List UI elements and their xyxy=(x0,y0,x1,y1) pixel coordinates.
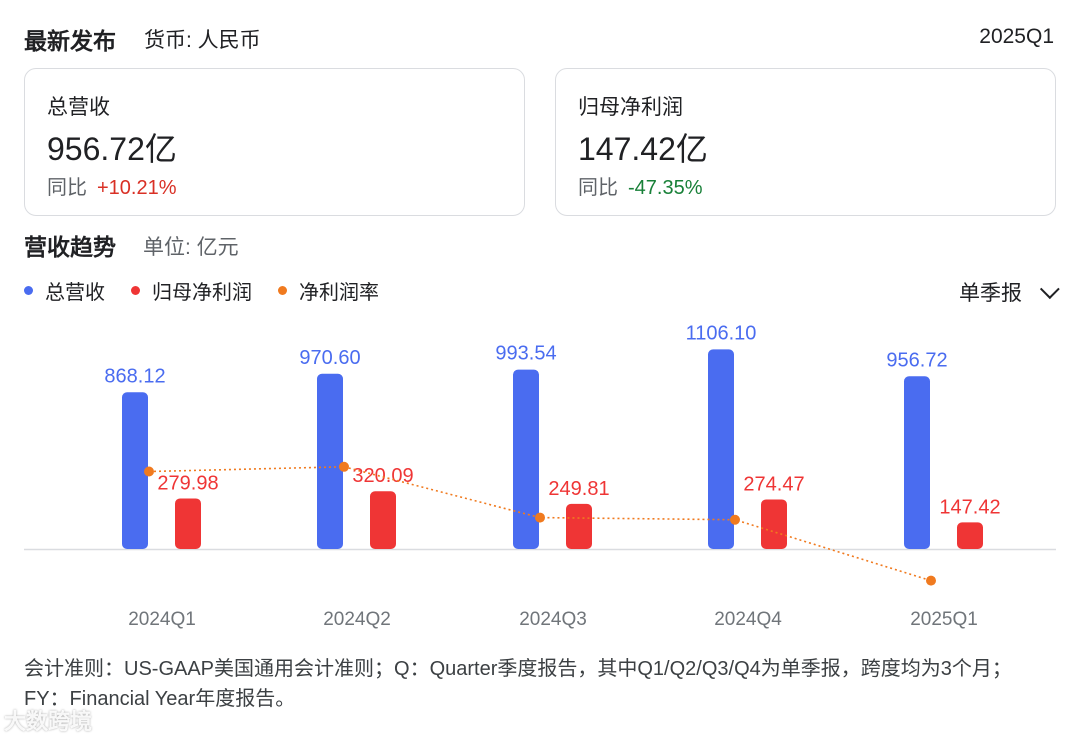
net-profit-value: 147.42亿 xyxy=(578,131,708,167)
net-margin-point xyxy=(926,575,936,586)
footnote: 会计准则：US-GAAP美国通用会计准则；Q：Quarter季度报告，其中Q1/… xyxy=(24,658,1012,710)
net-profit-bar xyxy=(761,499,787,549)
legend-label: 总营收 xyxy=(45,282,105,304)
net-margin-point xyxy=(339,461,349,472)
chevron-down-icon xyxy=(1039,279,1060,300)
net-profit-bar xyxy=(370,491,396,549)
revenue-data-label: 956.72 xyxy=(886,349,947,371)
net-profit-label: 归母净利润 xyxy=(578,96,683,119)
legend-item-revenue[interactable]: 总营收 xyxy=(24,276,105,305)
x-tick-label: 2024Q2 xyxy=(323,609,391,630)
trend-unit: 单位: 亿元 xyxy=(143,236,239,259)
x-tick-label: 2024Q3 xyxy=(519,609,587,630)
watermark: 大数跨境 xyxy=(4,709,93,734)
page-title: 最新发布 xyxy=(24,28,116,54)
trend-title: 营收趋势 xyxy=(24,234,116,260)
period-type-dropdown[interactable]: 单季报 xyxy=(959,277,1060,307)
net-profit-data-label: 249.81 xyxy=(548,478,609,500)
report-period: 2025Q1 xyxy=(979,25,1054,48)
net-profit-data-label: 274.47 xyxy=(743,473,804,495)
net-margin-point xyxy=(535,512,545,523)
period-type-value: 单季报 xyxy=(959,282,1022,305)
revenue-label: 总营收 xyxy=(47,96,110,119)
legend-label: 归母净利润 xyxy=(152,282,252,304)
legend-dot-icon xyxy=(131,286,140,295)
x-tick-label: 2025Q1 xyxy=(910,609,978,630)
revenue-bar xyxy=(122,392,148,549)
revenue-bar xyxy=(513,369,539,549)
net-margin-point xyxy=(730,514,740,525)
revenue-data-label: 868.12 xyxy=(104,365,165,387)
net-profit-data-label: 147.42 xyxy=(939,496,1000,518)
net-profit-card[interactable]: 归母净利润 147.42亿 同比 -47.35% xyxy=(555,68,1056,216)
revenue-bar xyxy=(317,373,343,549)
legend-label: 净利润率 xyxy=(299,282,379,304)
legend-dot-icon xyxy=(278,286,287,295)
revenue-trend-chart: 868.12279.982024Q1970.60320.092024Q2993.… xyxy=(24,322,1056,630)
currency-label: 货币: 人民币 xyxy=(144,29,261,52)
net-margin-line xyxy=(148,465,932,582)
net-profit-yoy-label: 同比 xyxy=(578,177,618,199)
x-tick-label: 2024Q1 xyxy=(128,609,196,630)
legend-item-net-profit[interactable]: 归母净利润 xyxy=(131,276,252,305)
x-tick-label: 2024Q4 xyxy=(714,609,782,630)
revenue-card[interactable]: 总营收 956.72亿 同比 +10.21% xyxy=(24,68,525,216)
net-profit-bar xyxy=(566,503,592,549)
chart-legend: 总营收 归母净利润 净利润率 xyxy=(24,276,405,305)
revenue-bar xyxy=(708,349,734,549)
legend-dot-icon xyxy=(24,286,33,295)
revenue-data-label: 1106.10 xyxy=(686,322,757,344)
revenue-data-label: 993.54 xyxy=(495,343,556,365)
revenue-data-label: 970.60 xyxy=(299,347,360,369)
net-profit-yoy: 同比 -47.35% xyxy=(578,171,703,200)
net-profit-bar xyxy=(175,498,201,549)
revenue-value: 956.72亿 xyxy=(47,131,177,167)
revenue-yoy-value: +10.21% xyxy=(97,177,177,199)
net-margin-point xyxy=(144,466,154,477)
net-profit-yoy-value: -47.35% xyxy=(628,177,703,199)
net-profit-bar xyxy=(957,522,983,549)
net-profit-data-label: 279.98 xyxy=(157,472,218,494)
revenue-yoy-label: 同比 xyxy=(47,177,87,199)
revenue-yoy: 同比 +10.21% xyxy=(47,171,177,200)
revenue-bar xyxy=(904,376,930,549)
legend-item-margin[interactable]: 净利润率 xyxy=(278,276,379,305)
